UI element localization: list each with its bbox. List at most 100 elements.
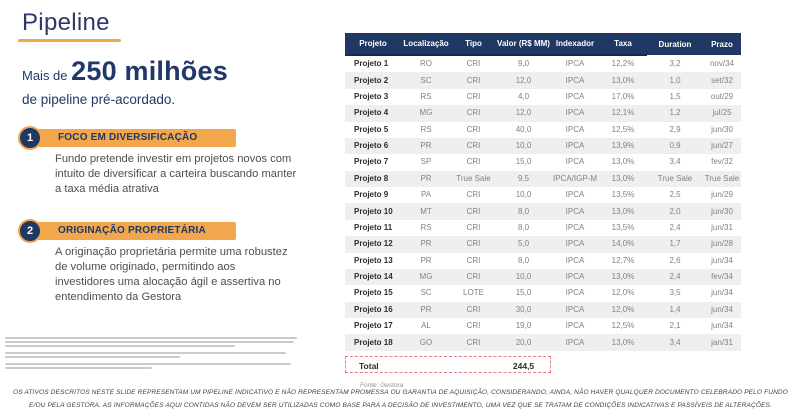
table-cell: 2,5	[669, 190, 681, 200]
project-name-cell: Projeto 7	[354, 157, 389, 167]
table-row: Projeto 2 SC CRI 12,0 IPCA 13,0% 1,0 set/32	[345, 72, 741, 89]
table-cell: 15,0	[515, 288, 532, 298]
table-cell: 12,1%	[611, 108, 635, 118]
table-cell: jul/25	[712, 108, 732, 118]
fineprint-paragraph	[5, 337, 305, 347]
table-cell: 12,2%	[611, 59, 635, 69]
table-cell: 9,5	[517, 173, 530, 183]
table-cell: IPCA	[565, 239, 585, 249]
pipeline-table-header: Projeto Localização Tipo Valor (R$ MM) Index…	[345, 33, 741, 56]
table-cell: 2,4	[669, 272, 681, 282]
table-cell: PR	[420, 173, 432, 183]
project-name-cell: Projeto 8	[354, 173, 389, 183]
table-cell: IPCA	[565, 304, 585, 314]
table-row: Projeto 17 AL CRI 19,0 IPCA 12,5% 2,1 jun/34	[345, 318, 741, 334]
table-cell: jun/34	[711, 255, 733, 265]
table-cell: 13,5%	[611, 222, 635, 232]
fineprint-paragraph	[5, 352, 305, 358]
table-cell: 9,0	[517, 59, 530, 69]
fineprint-line	[5, 363, 291, 365]
table-cell: fev/32	[711, 157, 733, 167]
table-cell: 14,0%	[611, 239, 635, 249]
table-cell: IPCA	[565, 272, 585, 282]
table-cell: 8,0	[517, 206, 530, 216]
table-cell: 4,0	[517, 91, 530, 101]
table-cell: PR	[420, 239, 432, 249]
project-name-cell: Projeto 16	[354, 304, 393, 314]
table-cell: IPCA	[565, 75, 585, 85]
point-1-number-badge: 1	[18, 126, 42, 150]
table-cell: 1,2	[669, 108, 681, 118]
table-cell: RS	[420, 124, 432, 134]
table-cell: out/29	[710, 91, 734, 101]
column-header: Localização	[401, 33, 451, 56]
table-cell: 13,5%	[611, 190, 635, 200]
column-header: Indexador	[551, 33, 599, 56]
fineprint-line	[5, 352, 286, 354]
table-cell: LOTE	[463, 288, 484, 298]
table-cell: 3,4	[669, 157, 681, 167]
table-cell: True Sale	[704, 173, 740, 183]
table-cell: IPCA	[565, 190, 585, 200]
table-row: Projeto 10 MT CRI 8,0 IPCA 13,0% 2,0 jun/30	[345, 203, 741, 220]
table-cell: RS	[420, 222, 432, 232]
table-cell: jun/30	[711, 206, 733, 216]
project-name-cell: Projeto 5	[354, 124, 389, 134]
source-note: Fonte: Gestora	[360, 381, 404, 389]
column-header: Prazo	[703, 33, 741, 55]
table-cell: MG	[419, 272, 433, 282]
point-2-number-badge: 2	[18, 219, 42, 243]
table-cell: CRI	[466, 108, 481, 118]
column-header: Duration	[647, 33, 703, 55]
table-cell: SC	[420, 288, 432, 298]
pipeline-table-body: Projeto 1 RO CRI 9,0 IPCA 12,2% 3,2 nov/34 Proje…	[345, 55, 741, 351]
table-cell: 13,0%	[611, 272, 635, 282]
table-cell: 1,7	[669, 239, 681, 249]
table-cell: set/32	[711, 75, 733, 85]
table-cell: GO	[419, 337, 433, 347]
table-cell: 1,4	[669, 304, 681, 314]
table-cell: 30,0	[515, 304, 532, 314]
table-cell: 2,0	[669, 206, 681, 216]
project-name-cell: Projeto 17	[354, 321, 393, 331]
table-cell: 12,7%	[611, 255, 635, 265]
table-cell: True Sale	[657, 173, 693, 183]
table-cell: jan/31	[711, 337, 733, 347]
table-cell: 12,5%	[611, 321, 635, 331]
table-cell: 19,0	[515, 321, 532, 331]
table-cell: CRI	[466, 59, 481, 69]
table-cell: 5,0	[517, 239, 530, 249]
project-name-cell: Projeto 1	[354, 59, 389, 69]
column-header: Projeto	[345, 33, 401, 56]
table-cell: 0,9	[669, 141, 681, 151]
table-cell: IPCA	[565, 337, 585, 347]
table-cell: IPCA	[565, 206, 585, 216]
table-cell: 12,5%	[611, 124, 635, 134]
table-cell: CRI	[466, 321, 481, 331]
table-cell: IPCA	[565, 222, 585, 232]
table-cell: MT	[420, 206, 432, 216]
table-cell: CRI	[466, 141, 481, 151]
table-cell: 10,0	[515, 272, 532, 282]
table-cell: 13,9%	[611, 141, 635, 151]
table-cell: 13,0%	[611, 157, 635, 167]
table-row: Projeto 14 MG CRI 10,0 IPCA 13,0% 2,4 fev/34	[345, 268, 741, 286]
table-cell: IPCA	[565, 91, 585, 101]
table-cell: CRI	[466, 304, 481, 314]
fineprint-footnotes	[5, 337, 305, 374]
headline-amount: 250 milhões	[71, 56, 228, 86]
table-cell: fev/34	[711, 272, 733, 282]
fineprint-line	[5, 356, 180, 358]
table-row: Projeto 12 PR CRI 5,0 IPCA 14,0% 1,7 jun/28	[345, 236, 741, 253]
table-cell: 8,0	[517, 222, 530, 232]
total-value: 244,5	[512, 360, 535, 371]
pipeline-table-section: Projeto Localização Tipo Valor (R$ MM) Index…	[345, 33, 741, 389]
table-cell: IPCA	[565, 255, 585, 265]
fineprint-line	[5, 341, 294, 343]
table-cell: 2,4	[669, 222, 681, 232]
table-cell: CRI	[466, 255, 481, 265]
table-cell: PR	[420, 141, 432, 151]
total-label: Total	[359, 360, 379, 371]
project-name-cell: Projeto 9	[354, 190, 389, 200]
fineprint-line	[5, 337, 297, 339]
